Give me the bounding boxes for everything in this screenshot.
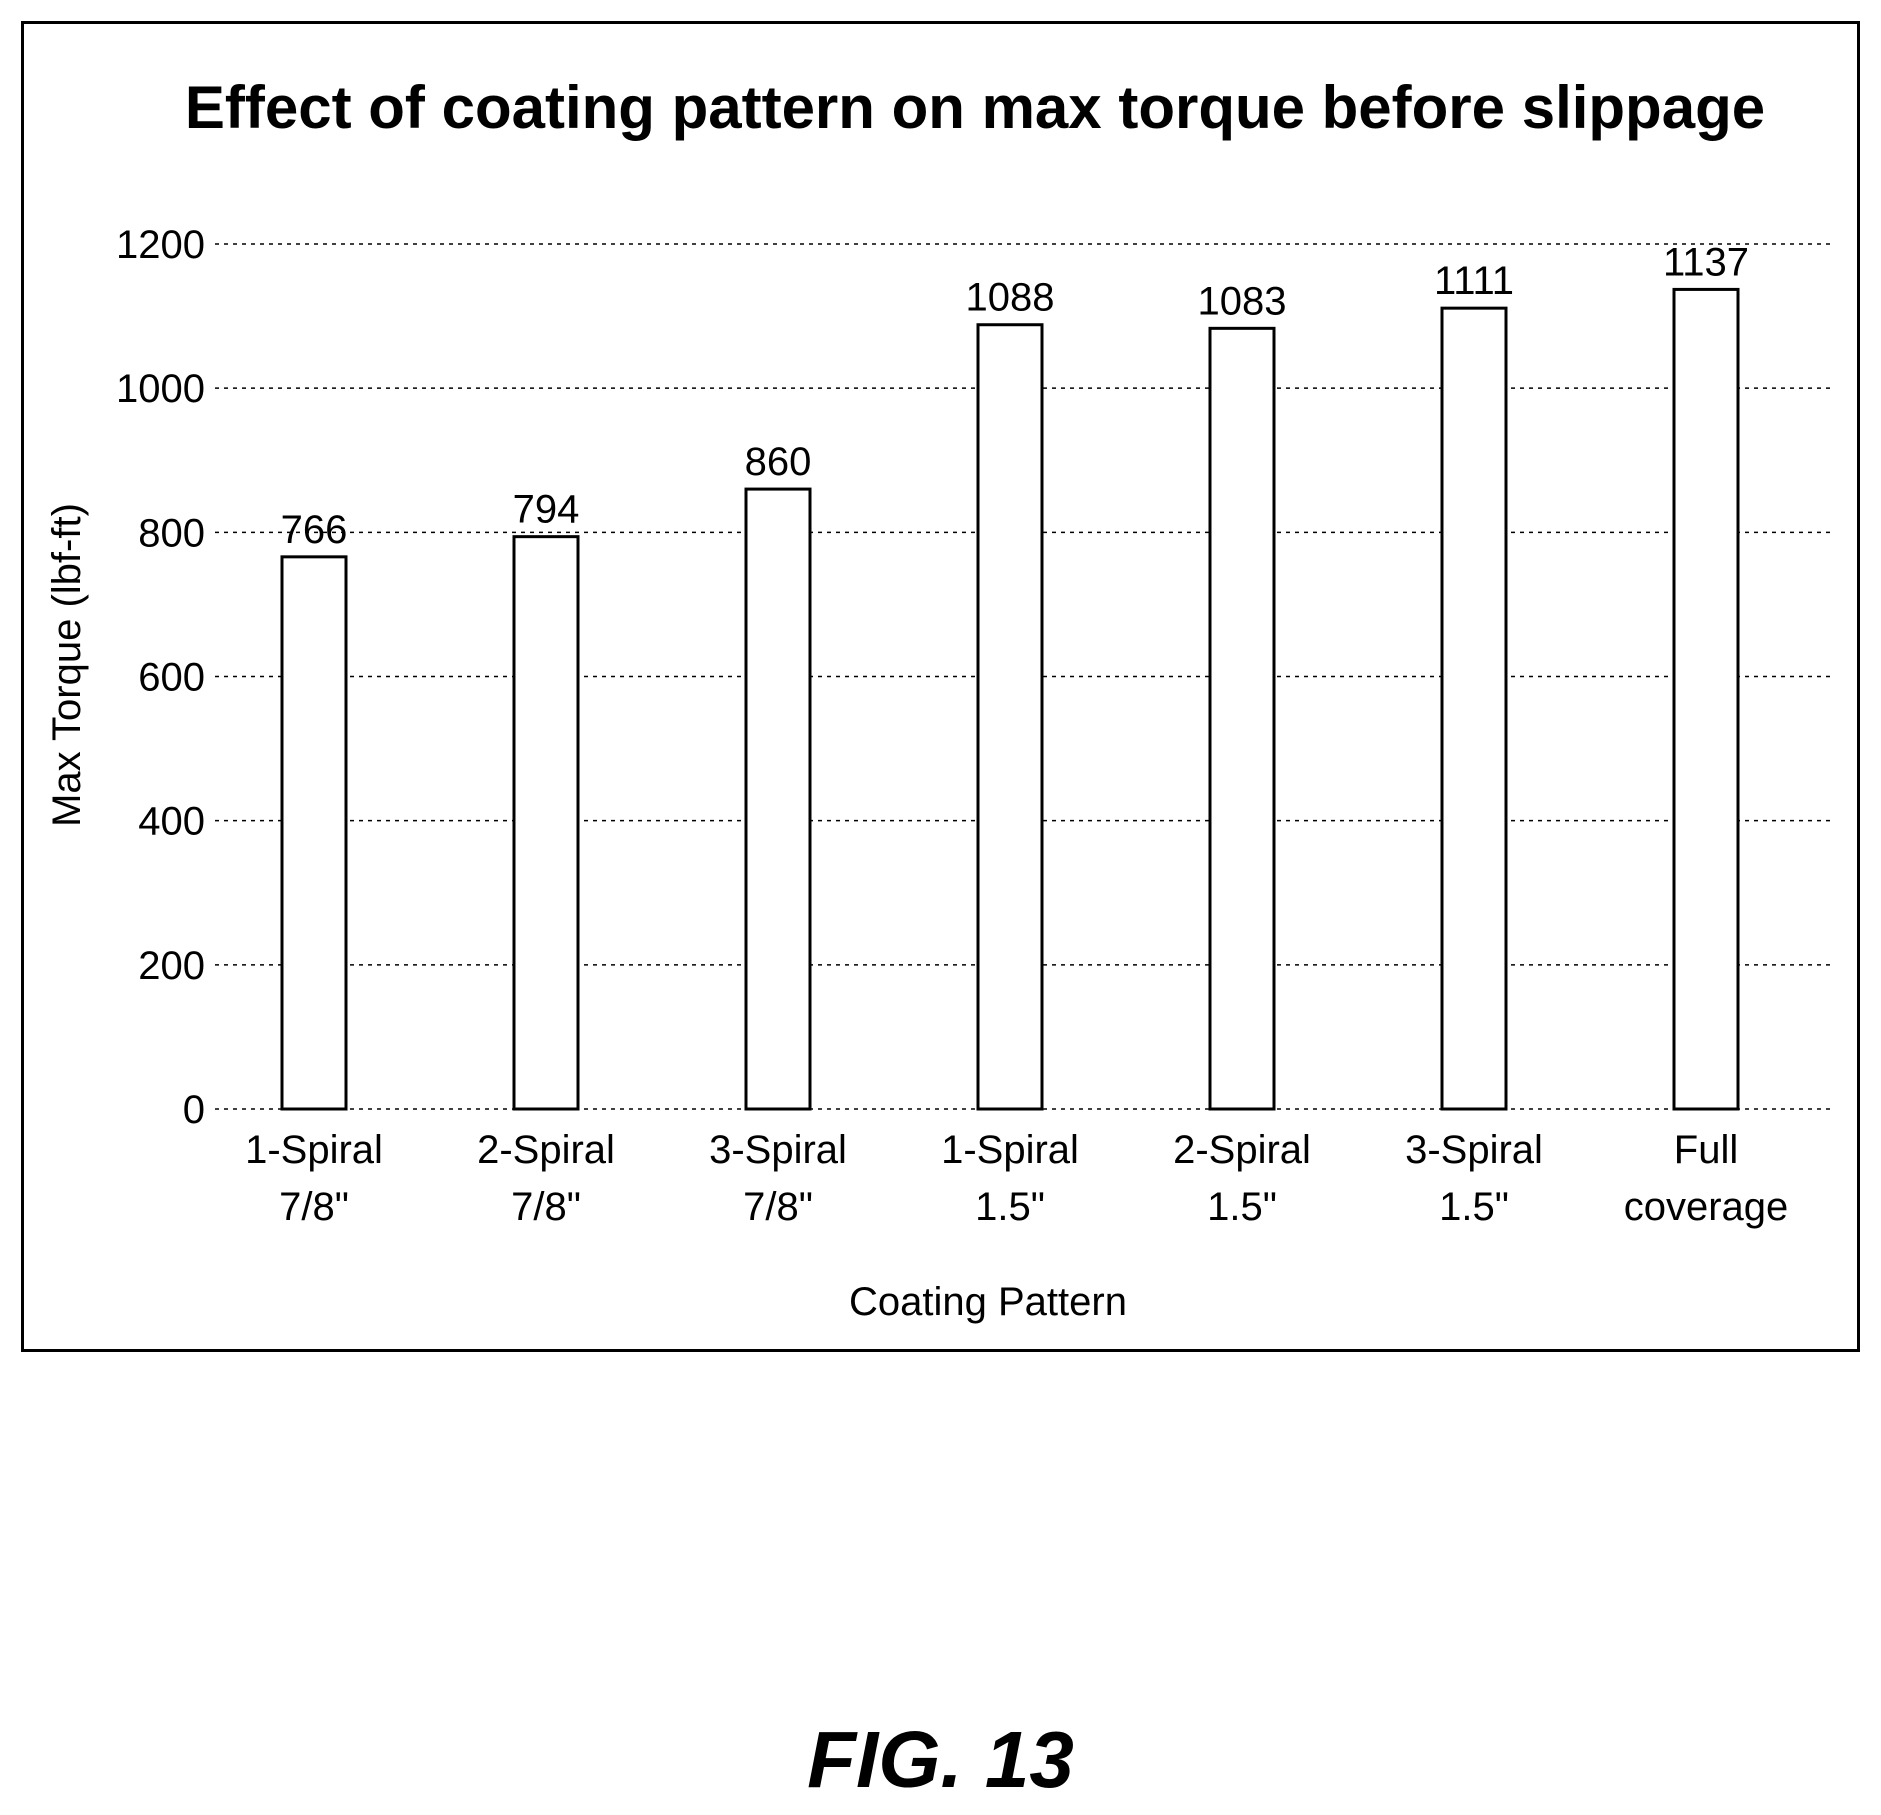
x-tick-label: coverage	[1624, 1185, 1789, 1229]
bar	[1672, 287, 1740, 1111]
bar-value-label: 1083	[1198, 279, 1287, 323]
bar-value-label: 794	[513, 488, 580, 532]
x-tick-label: 1-Spiral	[941, 1128, 1079, 1172]
x-tick-label: 1.5"	[1207, 1185, 1277, 1229]
x-tick-label: 3-Spiral	[709, 1128, 847, 1172]
x-tick-label: 2-Spiral	[1173, 1128, 1311, 1172]
x-axis-ticks: 1-Spiral 7/8" 2-Spiral 7/8" 3-Spiral 7/8" 1-Sp…	[245, 1128, 1788, 1229]
bar-value-label: 860	[745, 440, 812, 484]
y-tick-label: 1200	[116, 223, 205, 267]
bar	[280, 555, 348, 1111]
bar	[976, 323, 1044, 1111]
bar-value-label: 1137	[1663, 240, 1749, 284]
y-axis-label: Max Torque (lbf-ft)	[45, 503, 89, 827]
y-axis-ticks: 0 200 400 600 800 1000 1200	[116, 223, 205, 1132]
bar-value-label: 1088	[966, 276, 1055, 320]
y-tick-label: 600	[138, 656, 205, 700]
x-tick-label: 7/8"	[743, 1185, 813, 1229]
bars	[280, 287, 1740, 1111]
bar	[744, 487, 812, 1111]
y-tick-label: 200	[138, 944, 205, 988]
x-tick-label: 7/8"	[511, 1185, 581, 1229]
x-tick-label: 7/8"	[279, 1185, 349, 1229]
y-tick-label: 1000	[116, 367, 205, 411]
figure-caption: FIG. 13	[807, 1715, 1074, 1804]
chart-title: Effect of coating pattern on max torque …	[185, 74, 1765, 141]
bar	[512, 535, 580, 1111]
y-tick-label: 0	[183, 1088, 205, 1132]
bar	[1440, 306, 1508, 1111]
x-tick-label: 1-Spiral	[245, 1128, 383, 1172]
y-tick-label: 400	[138, 800, 205, 844]
bar-value-labels: 766 794 860 1088 1083 1111 1137	[281, 240, 1749, 551]
bar-value-label: 766	[281, 508, 348, 552]
x-tick-label: 1.5"	[1439, 1185, 1509, 1229]
bar	[1208, 326, 1276, 1111]
x-tick-label: 1.5"	[975, 1185, 1045, 1229]
x-tick-label: 3-Spiral	[1405, 1128, 1543, 1172]
x-tick-label: 2-Spiral	[477, 1128, 615, 1172]
bar-value-label: 1111	[1434, 259, 1514, 303]
y-tick-label: 800	[138, 511, 205, 555]
x-axis-label: Coating Pattern	[849, 1280, 1127, 1324]
x-tick-label: Full	[1674, 1128, 1738, 1172]
